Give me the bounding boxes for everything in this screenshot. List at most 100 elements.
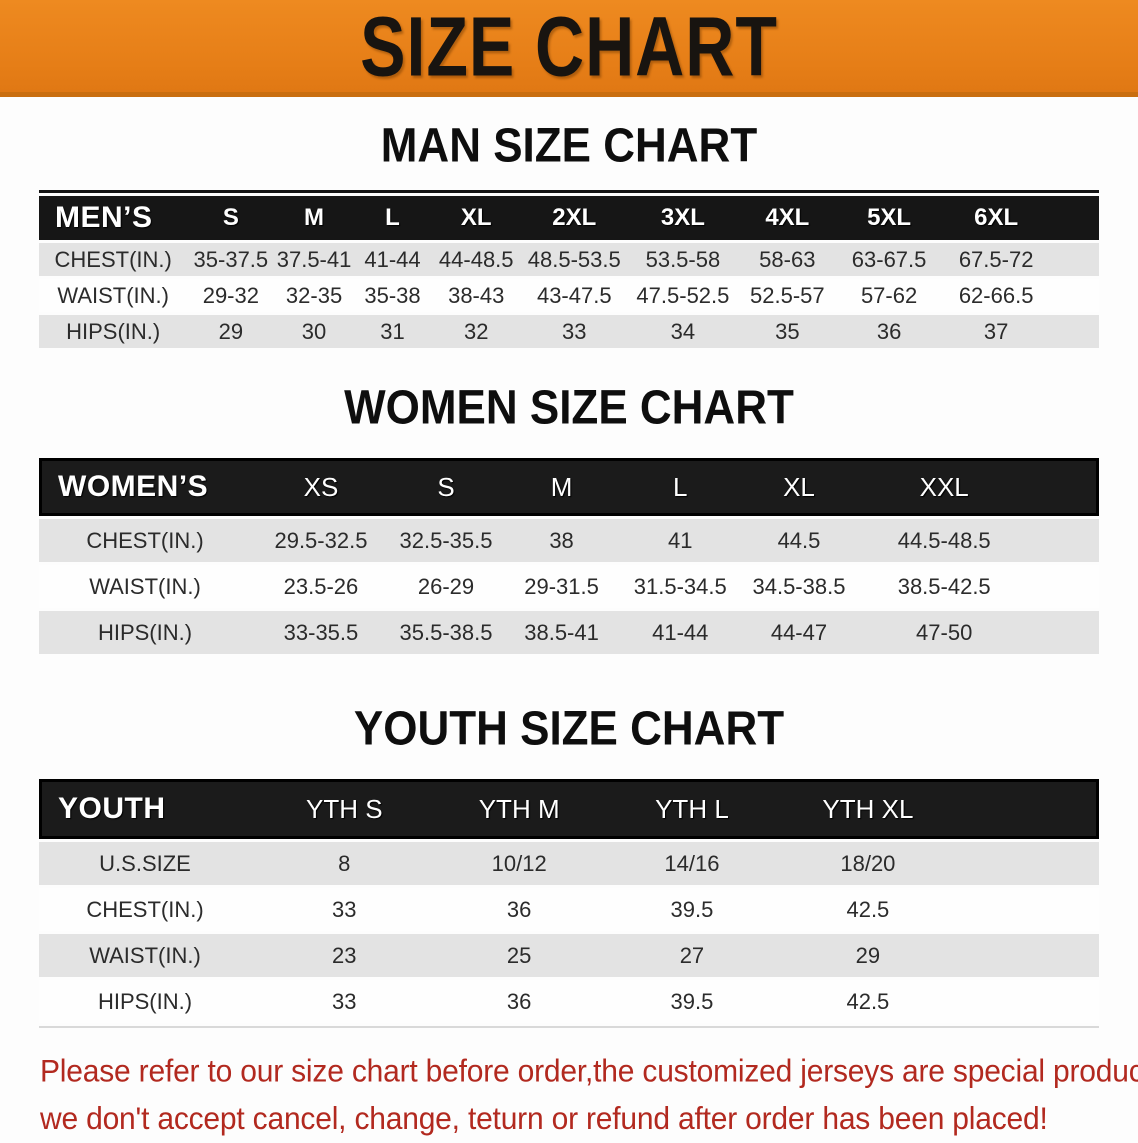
- size-value-cell: 44.5: [738, 519, 860, 562]
- col-header-cell: 3XL: [627, 196, 739, 240]
- col-header-cell: 2XL: [521, 196, 628, 240]
- size-value-cell: 41: [621, 519, 739, 562]
- row-label-cell: HIPS(IN.): [39, 980, 251, 1023]
- men-waist-row: WAIST(IN.) 29-32 32-35 35-38 38-43 43-47…: [39, 279, 1099, 312]
- size-value-cell: 47-50: [859, 611, 1029, 654]
- size-value-cell: 38: [501, 519, 622, 562]
- women-size-table: WOMEN’S XS S M L XL XXL CHEST(IN.) 29.5-…: [39, 455, 1099, 657]
- size-value-cell: 18/20: [783, 842, 953, 885]
- col-header-cell: 6XL: [942, 196, 1051, 240]
- men-chest-row: CHEST(IN.) 35-37.5 37.5-41 41-44 44-48.5…: [39, 243, 1099, 276]
- col-header-cell: XS: [251, 458, 391, 516]
- size-value-cell: 8: [251, 842, 438, 885]
- youth-ussize-row: U.S.SIZE 8 10/12 14/16 18/20: [39, 842, 1099, 885]
- spacer-cell: [1050, 196, 1099, 240]
- spacer-cell: [1028, 519, 1099, 562]
- youth-hips-row: HIPS(IN.) 33 36 39.5 42.5: [39, 980, 1099, 1023]
- size-value-cell: 27: [600, 934, 784, 977]
- col-header-cell: 4XL: [738, 196, 837, 240]
- size-value-cell: 36: [437, 980, 601, 1023]
- col-header-cell: L: [353, 196, 432, 240]
- size-value-cell: 44-48.5: [431, 243, 522, 276]
- size-value-cell: 32.5-35.5: [390, 519, 502, 562]
- size-value-cell: 41-44: [353, 243, 432, 276]
- size-value-cell: 29-32: [187, 279, 275, 312]
- youth-header-row: YOUTH YTH S YTH M YTH L YTH XL: [39, 779, 1099, 839]
- size-value-cell: 31.5-34.5: [621, 565, 739, 608]
- size-value-cell: 29: [783, 934, 953, 977]
- spacer-cell: [952, 934, 1099, 977]
- size-value-cell: 23: [251, 934, 438, 977]
- footer-note-line2: we don't accept cancel, change, teturn o…: [40, 1101, 1048, 1137]
- col-header-cell: 5XL: [836, 196, 943, 240]
- size-value-cell: 48.5-53.5: [521, 243, 628, 276]
- row-label-cell: CHEST(IN.): [39, 519, 251, 562]
- size-value-cell: 35: [738, 315, 837, 348]
- youth-size-table: YOUTH YTH S YTH M YTH L YTH XL U.S.SIZE …: [39, 776, 1099, 1028]
- spacer-cell: [952, 779, 1099, 839]
- size-value-cell: 44-47: [738, 611, 860, 654]
- size-value-cell: 39.5: [600, 980, 784, 1023]
- men-section-heading: MAN SIZE CHART: [380, 118, 758, 173]
- spacer-cell: [952, 980, 1099, 1023]
- col-header-cell: XXL: [859, 458, 1029, 516]
- col-header-cell: YTH S: [251, 779, 438, 839]
- footer-note: Please refer to our size chart before or…: [40, 1048, 1138, 1143]
- spacer-cell: [1028, 458, 1099, 516]
- size-value-cell: 34.5-38.5: [738, 565, 860, 608]
- women-chest-row: CHEST(IN.) 29.5-32.5 32.5-35.5 38 41 44.…: [39, 519, 1099, 562]
- size-value-cell: 63-67.5: [836, 243, 943, 276]
- size-value-cell: 38.5-41: [501, 611, 622, 654]
- women-size-table-wrap: WOMEN’S XS S M L XL XXL CHEST(IN.) 29.5-…: [39, 455, 1099, 657]
- spacer-cell: [1050, 243, 1099, 276]
- size-value-cell: 29: [187, 315, 275, 348]
- women-section-heading: WOMEN SIZE CHART: [344, 380, 794, 435]
- spacer-cell: [1028, 565, 1099, 608]
- size-value-cell: 39.5: [600, 888, 784, 931]
- men-table-label-cell: MEN’S: [39, 196, 188, 240]
- spacer-cell: [1028, 611, 1099, 654]
- row-label-cell: HIPS(IN.): [39, 315, 188, 348]
- youth-size-table-wrap: YOUTH YTH S YTH M YTH L YTH XL U.S.SIZE …: [39, 776, 1099, 1028]
- youth-waist-row: WAIST(IN.) 23 25 27 29: [39, 934, 1099, 977]
- size-value-cell: 35.5-38.5: [390, 611, 502, 654]
- size-value-cell: 29.5-32.5: [251, 519, 391, 562]
- women-header-row: WOMEN’S XS S M L XL XXL: [39, 458, 1099, 516]
- size-value-cell: 26-29: [390, 565, 502, 608]
- size-value-cell: 42.5: [783, 980, 953, 1023]
- col-header-cell: YTH M: [437, 779, 601, 839]
- row-label-cell: U.S.SIZE: [39, 842, 251, 885]
- men-hips-row: HIPS(IN.) 29 30 31 32 33 34 35 36 37: [39, 315, 1099, 348]
- row-label-cell: WAIST(IN.): [39, 279, 188, 312]
- size-value-cell: 47.5-52.5: [627, 279, 739, 312]
- size-value-cell: 36: [836, 315, 943, 348]
- men-size-table: MEN’S S M L XL 2XL 3XL 4XL 5XL 6XL CHEST…: [39, 193, 1099, 351]
- col-header-cell: S: [390, 458, 502, 516]
- size-value-cell: 53.5-58: [627, 243, 739, 276]
- col-header-cell: XL: [738, 458, 860, 516]
- size-value-cell: 36: [437, 888, 601, 931]
- size-value-cell: 38.5-42.5: [859, 565, 1029, 608]
- men-table-top-rule: [39, 190, 1099, 193]
- footer-note-line1: Please refer to our size chart before or…: [40, 1054, 1138, 1089]
- youth-table-label-cell: YOUTH: [39, 779, 251, 839]
- size-value-cell: 37.5-41: [274, 243, 354, 276]
- youth-section-heading: YOUTH SIZE CHART: [353, 701, 785, 756]
- size-value-cell: 25: [437, 934, 601, 977]
- women-hips-row: HIPS(IN.) 33-35.5 35.5-38.5 38.5-41 41-4…: [39, 611, 1099, 654]
- col-header-cell: M: [274, 196, 354, 240]
- row-label-cell: WAIST(IN.): [39, 934, 251, 977]
- col-header-cell: YTH L: [600, 779, 784, 839]
- size-value-cell: 33-35.5: [251, 611, 391, 654]
- size-value-cell: 23.5-26: [251, 565, 391, 608]
- spacer-cell: [1050, 279, 1099, 312]
- size-value-cell: 43-47.5: [521, 279, 628, 312]
- men-header-row: MEN’S S M L XL 2XL 3XL 4XL 5XL 6XL: [39, 196, 1099, 240]
- men-size-table-wrap: MEN’S S M L XL 2XL 3XL 4XL 5XL 6XL CHEST…: [39, 190, 1099, 351]
- size-value-cell: 67.5-72: [942, 243, 1051, 276]
- size-chart-banner: SIZE CHART: [0, 0, 1138, 97]
- women-waist-row: WAIST(IN.) 23.5-26 26-29 29-31.5 31.5-34…: [39, 565, 1099, 608]
- youth-chest-row: CHEST(IN.) 33 36 39.5 42.5: [39, 888, 1099, 931]
- size-value-cell: 34: [627, 315, 739, 348]
- size-value-cell: 62-66.5: [942, 279, 1051, 312]
